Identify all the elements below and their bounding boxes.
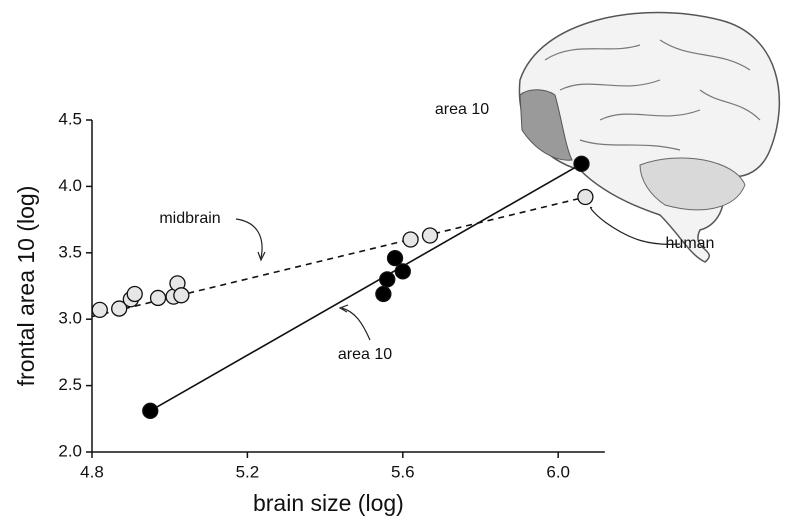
y-tick-label: 2.0 xyxy=(58,441,82,460)
point xyxy=(402,231,419,248)
x-tick-label: 4.8 xyxy=(80,462,104,481)
fit-line xyxy=(91,196,586,318)
point xyxy=(394,263,411,280)
annotation: area 10 xyxy=(338,346,392,363)
y-tick-label: 4.0 xyxy=(58,176,82,195)
annotation: midbrain xyxy=(159,210,220,227)
brain-illustration xyxy=(518,11,781,263)
point xyxy=(142,402,159,419)
x-tick-label: 5.2 xyxy=(236,462,260,481)
annotation-arrows xyxy=(235,206,681,341)
point xyxy=(91,301,108,319)
x-axis-label: brain size (log) xyxy=(253,490,404,516)
y-tick-label: 3.5 xyxy=(58,242,82,261)
point xyxy=(375,285,392,303)
y-tick-label: 2.5 xyxy=(58,375,82,394)
point xyxy=(573,155,590,172)
annotation: area 10 xyxy=(435,101,489,118)
point xyxy=(149,289,167,307)
y-tick-label: 3.0 xyxy=(58,309,82,328)
x-tick-label: 5.6 xyxy=(391,462,415,481)
point xyxy=(111,300,128,317)
y-tick-label: 4.5 xyxy=(58,109,82,128)
point xyxy=(173,287,190,304)
point xyxy=(577,188,594,206)
annotation: human xyxy=(666,235,715,252)
fit-line xyxy=(149,163,582,412)
point xyxy=(386,249,404,267)
point xyxy=(379,271,396,288)
point xyxy=(126,285,143,303)
x-tick-label: 6.0 xyxy=(546,462,570,481)
point xyxy=(421,227,439,244)
y-axis-label: frontal area 10 (log) xyxy=(13,186,39,387)
